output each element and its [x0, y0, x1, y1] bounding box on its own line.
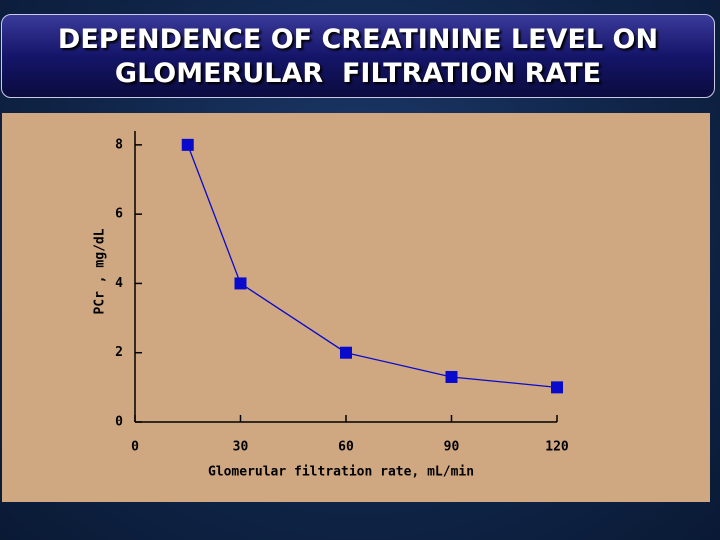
point	[551, 381, 563, 394]
y-tick-label: 6	[115, 207, 123, 222]
x-tick-label: 90	[444, 440, 460, 455]
series-line	[187, 144, 558, 389]
y-tick-label: 0	[115, 415, 123, 430]
point	[234, 277, 247, 290]
title-box: DEPENDENCE OF CREATININE LEVEL ON GLOMER…	[1, 14, 715, 98]
x-tick-label: 120	[545, 440, 569, 455]
x-tick-label: 0	[131, 440, 139, 455]
title-line: DEPENDENCE OF CREATININE LEVEL ON	[57, 24, 659, 55]
y-axis-label: PCr , mg/dL	[93, 228, 108, 314]
chart-panel	[2, 113, 710, 502]
y-tick-label: 8	[115, 137, 123, 152]
point	[340, 346, 352, 359]
x-tick-label: 60	[338, 440, 354, 455]
y-tick-label: 2	[115, 345, 123, 360]
title-line: GLOMERULAR FILTRATION RATE	[114, 58, 602, 89]
y-tick-label: 4	[115, 276, 123, 291]
x-tick-label: 30	[233, 440, 249, 455]
point	[181, 138, 194, 151]
x-axis-label: Glomerular filtration rate, mL/min	[208, 465, 474, 480]
point	[445, 370, 458, 383]
